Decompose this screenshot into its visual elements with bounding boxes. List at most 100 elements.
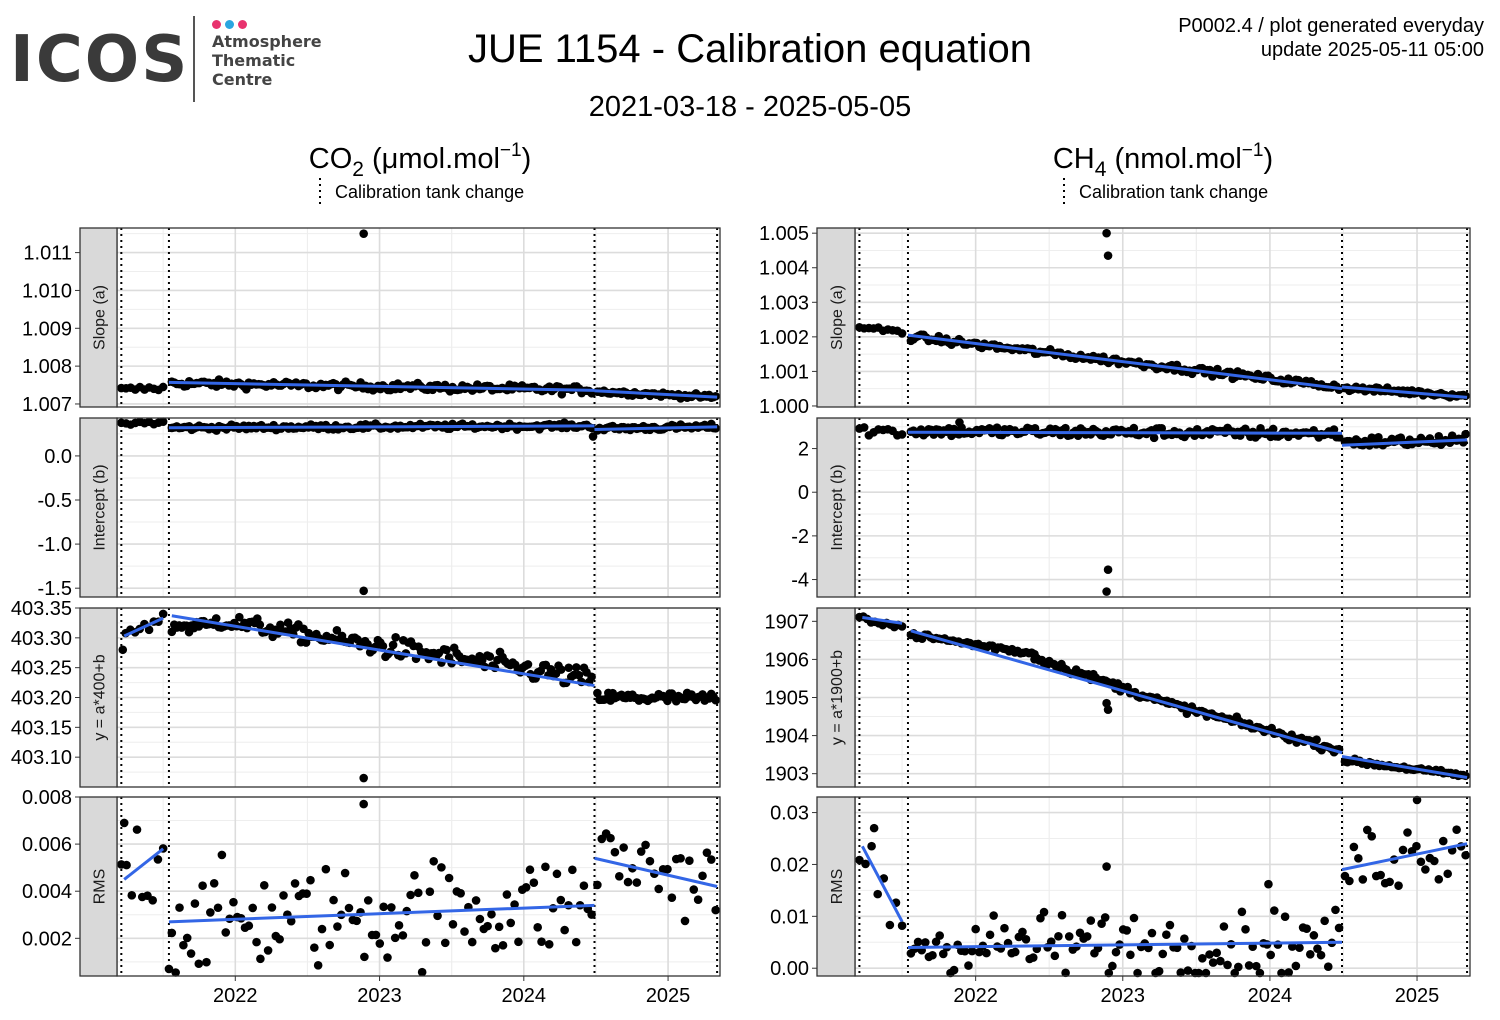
data-point	[333, 922, 342, 931]
trend-line	[594, 856, 718, 888]
data-point	[352, 916, 361, 926]
data-point	[1269, 906, 1279, 915]
data-point	[885, 920, 895, 930]
data-point	[641, 840, 650, 850]
data-point	[248, 903, 257, 913]
panel-label: RMS	[92, 869, 109, 905]
data-point	[1362, 825, 1372, 835]
data-point	[1443, 869, 1453, 879]
panel-background	[117, 797, 720, 976]
data-point	[1255, 968, 1265, 978]
data-point	[444, 873, 454, 883]
x-tick-label: 2023	[1101, 985, 1146, 1007]
x-tick-label: 2025	[646, 985, 691, 1007]
data-point	[588, 432, 598, 441]
data-point	[175, 903, 184, 912]
data-point	[209, 879, 219, 888]
data-point	[1010, 947, 1020, 957]
data-point	[491, 943, 500, 953]
data-point	[425, 887, 435, 896]
data-point	[306, 875, 315, 885]
data-point	[301, 638, 311, 647]
data-point	[144, 625, 154, 635]
data-point	[680, 916, 690, 926]
data-point	[440, 938, 450, 948]
date-range: 2021-03-18 - 2025-05-05	[588, 91, 912, 123]
data-point	[221, 928, 231, 937]
data-point	[514, 937, 523, 947]
data-point	[483, 921, 492, 931]
data-point	[1354, 854, 1363, 863]
data-point	[119, 818, 129, 828]
data-point	[1103, 251, 1113, 260]
panel-label: Intercept (b)	[829, 464, 846, 550]
data-point	[371, 930, 381, 940]
y-tick-label: 403.15	[11, 717, 72, 739]
data-point	[267, 903, 277, 912]
data-point	[521, 882, 531, 892]
data-point	[1264, 879, 1273, 889]
logo-line-1: Atmosphere	[212, 32, 322, 51]
data-point	[363, 896, 373, 905]
data-point	[1054, 931, 1063, 941]
data-point	[1385, 877, 1394, 887]
data-point	[1133, 968, 1142, 978]
data-point	[1021, 934, 1031, 944]
data-point	[429, 856, 439, 866]
trend-line	[168, 903, 595, 924]
data-point	[529, 878, 539, 888]
data-point	[1358, 875, 1368, 884]
data-point	[383, 953, 392, 962]
data-point	[1313, 944, 1322, 953]
data-point	[587, 672, 596, 682]
y-tick-label: 0.004	[22, 881, 72, 903]
data-point	[153, 855, 163, 864]
trend-line	[1341, 438, 1468, 447]
data-point	[676, 854, 685, 863]
data-point	[1108, 961, 1117, 971]
data-point	[867, 841, 876, 851]
data-point	[1434, 874, 1444, 884]
data-point	[1129, 913, 1139, 923]
data-point	[1102, 228, 1111, 238]
data-point	[1102, 587, 1111, 596]
data-point	[1403, 828, 1412, 837]
data-point	[1412, 795, 1422, 805]
data-point	[1064, 932, 1074, 941]
data-point	[935, 931, 944, 940]
logo-text: Atmosphere Thematic Centre	[212, 32, 322, 89]
y-tick-label: 1905	[765, 688, 810, 710]
data-point	[202, 957, 211, 967]
data-point	[606, 833, 615, 843]
data-point	[556, 895, 566, 905]
data-point	[263, 946, 273, 955]
data-point	[992, 423, 1002, 432]
data-point	[390, 933, 400, 943]
y-tick-label: 1.007	[22, 394, 72, 416]
data-point	[610, 847, 620, 857]
panel-strip	[816, 417, 856, 598]
data-point	[869, 823, 879, 833]
data-point	[1329, 425, 1339, 434]
data-point	[1374, 432, 1383, 442]
data-point	[632, 878, 642, 887]
data-point	[861, 859, 870, 869]
data-point	[494, 922, 504, 932]
trend-line	[168, 380, 595, 392]
data-point	[1320, 916, 1329, 926]
data-point	[964, 961, 973, 970]
panel-0-0: 1.007 1.008 1.009 1.010 1.011 Slope (a)	[22, 227, 721, 416]
trend-line	[910, 629, 1343, 755]
data-point	[211, 614, 221, 623]
data-point	[921, 938, 930, 947]
data-point	[1086, 916, 1096, 925]
panel-strip	[79, 227, 118, 408]
data-point	[1198, 954, 1207, 963]
logo-dot-1	[212, 20, 221, 29]
data-point	[244, 921, 254, 931]
data-point	[325, 940, 335, 950]
panel-label: Intercept (b)	[92, 464, 109, 550]
data-point	[1205, 950, 1214, 959]
y-tick-label: 1907	[765, 611, 810, 633]
